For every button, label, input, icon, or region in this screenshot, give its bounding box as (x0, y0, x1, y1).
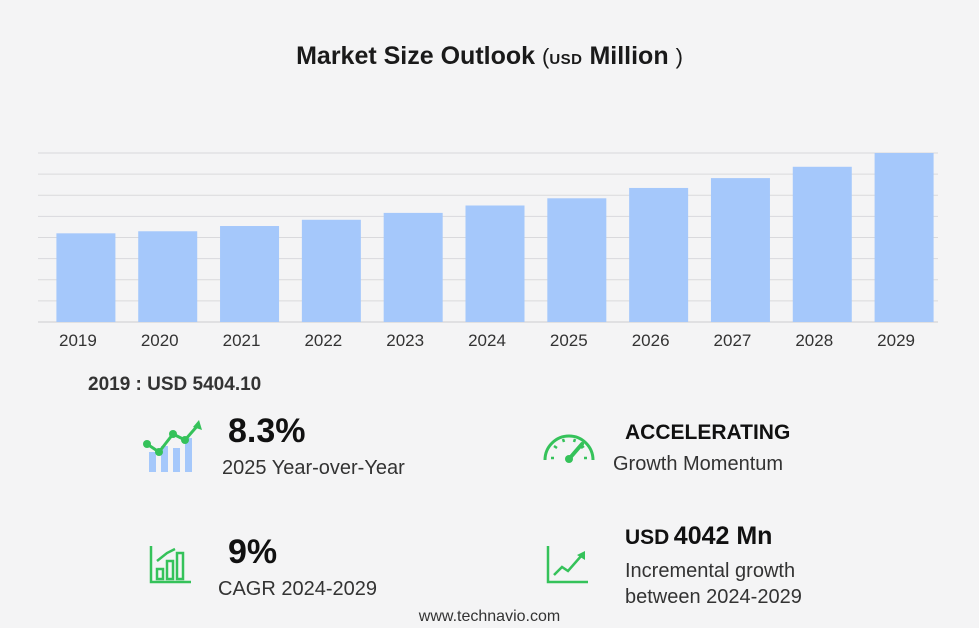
cagr-value: 9% (228, 533, 278, 571)
bar-chart: 2019 2020 2021 2022 2023 2024 2025 2026 2027 2028… (38, 152, 938, 350)
yoy-stat: 8.3% (228, 412, 306, 451)
title-main: Market Size Outlook (296, 42, 536, 70)
bar-2020 (138, 231, 198, 322)
x-tick-label: 2022 (304, 331, 342, 350)
bar-2027 (710, 178, 770, 322)
chart-title: Market Size Outlook (USD Million ) (0, 42, 979, 71)
x-tick-label: 2019 (59, 331, 97, 350)
cagr-stat: 9% (228, 533, 277, 572)
bar-2024 (465, 205, 525, 322)
x-tick-label: 2027 (714, 331, 752, 350)
title-open-paren: ( (542, 44, 550, 69)
yoy-value: 8.3% (228, 412, 306, 450)
title-scale: Million (589, 42, 669, 70)
bar-chart-icon (149, 546, 191, 584)
cagr-label-wrap: CAGR 2024-2029 (218, 578, 377, 601)
x-tick-label: 2021 (223, 331, 261, 350)
incremental-prefix: USD (625, 526, 670, 549)
bar-2021 (220, 226, 280, 322)
trend-line-icon (546, 546, 588, 584)
momentum-label-wrap: Growth Momentum (613, 453, 783, 476)
incremental-label-wrap: Incremental growth between 2024-2029 (625, 558, 802, 610)
bar-2029 (874, 153, 934, 322)
title-close-paren: ) (675, 44, 683, 69)
x-tick-label: 2024 (468, 331, 506, 350)
yoy-label: 2025 Year-over-Year (222, 457, 405, 479)
momentum-stat: ACCELERATING (625, 421, 790, 445)
x-tick-label: 2020 (141, 331, 179, 350)
bar-2022 (301, 219, 361, 322)
momentum-value: ACCELERATING (625, 421, 791, 444)
incremental-stat: USD 4042 Mn (625, 522, 772, 551)
bar-2025 (547, 198, 607, 322)
bar-2026 (629, 187, 689, 322)
title-unit: USD (549, 51, 583, 68)
incremental-label-line1: Incremental growth (625, 560, 796, 582)
speedometer-icon (543, 434, 595, 463)
x-tick-label: 2028 (795, 331, 833, 350)
incremental-value: 4042 Mn (673, 522, 773, 550)
growth-chart-icon (143, 420, 202, 472)
x-tick-label: 2029 (877, 331, 915, 350)
incremental-label-line2: between 2024-2029 (625, 586, 802, 608)
x-tick-label: 2023 (386, 331, 424, 350)
bar-2019 (56, 233, 116, 322)
x-tick-label: 2025 (550, 331, 588, 350)
bar-2023 (383, 212, 443, 322)
yoy-label-wrap: 2025 Year-over-Year (222, 457, 405, 480)
momentum-label: Growth Momentum (613, 453, 784, 475)
bar-2028 (792, 166, 852, 322)
cagr-label: CAGR 2024-2029 (218, 578, 377, 600)
x-tick-label: 2026 (632, 331, 670, 350)
base-year-value: 2019 : USD 5404.10 (88, 374, 262, 395)
source-url: www.technavio.com (418, 608, 561, 625)
